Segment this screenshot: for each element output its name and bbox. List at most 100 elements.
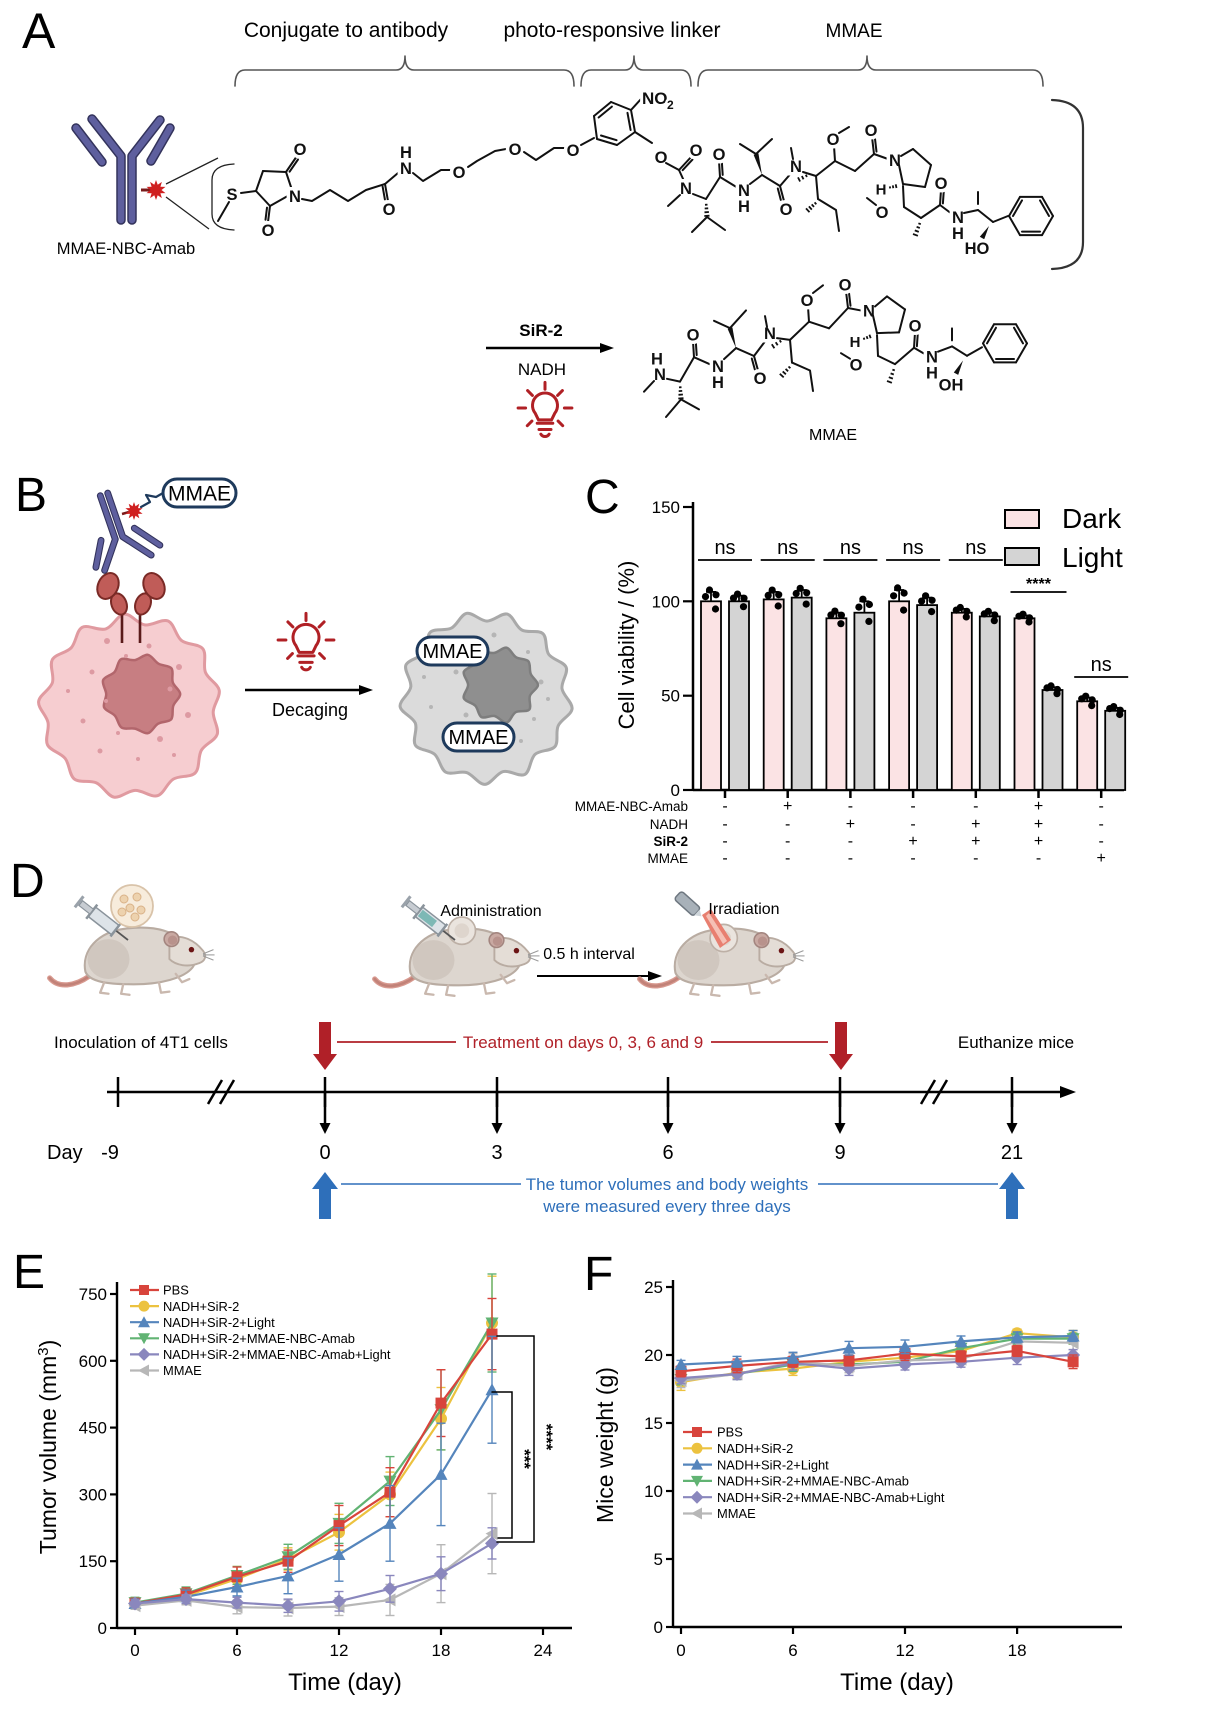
svg-text:+: + — [1034, 798, 1043, 815]
svg-text:-: - — [1099, 816, 1104, 833]
svg-text:+: + — [1097, 850, 1106, 867]
svg-text:2: 2 — [667, 98, 674, 112]
svg-text:OH: OH — [939, 377, 964, 395]
svg-text:21: 21 — [1001, 1142, 1023, 1164]
svg-text:NADH+SiR-2+Light: NADH+SiR-2+Light — [163, 1315, 275, 1330]
svg-text:600: 600 — [79, 1352, 107, 1371]
svg-text:ns: ns — [777, 537, 798, 559]
svg-text:Irradiation: Irradiation — [708, 901, 779, 918]
svg-text:ns: ns — [903, 537, 924, 559]
svg-text:O: O — [839, 277, 852, 295]
svg-text:O: O — [294, 141, 307, 159]
svg-text:***: *** — [515, 1449, 534, 1469]
svg-text:F: F — [584, 1248, 613, 1301]
svg-text:H: H — [738, 198, 750, 216]
svg-text:NADH+SiR-2+MMAE-NBC-Amab: NADH+SiR-2+MMAE-NBC-Amab — [717, 1474, 909, 1489]
svg-text:-: - — [1099, 798, 1104, 815]
svg-text:-: - — [1099, 833, 1104, 850]
svg-text:NADH+SiR-2+MMAE-NBC-Amab+Light: NADH+SiR-2+MMAE-NBC-Amab+Light — [163, 1347, 391, 1362]
svg-text:6: 6 — [788, 1641, 797, 1660]
svg-text:O: O — [262, 222, 275, 240]
svg-text:ns: ns — [714, 537, 735, 559]
svg-text:H: H — [952, 225, 964, 243]
svg-text:A: A — [22, 3, 56, 59]
svg-text:were measured every three days: were measured every three days — [542, 1197, 791, 1216]
svg-text:NADH+SiR-2+Light: NADH+SiR-2+Light — [717, 1457, 829, 1472]
svg-text:-: - — [722, 798, 727, 815]
svg-text:-: - — [785, 833, 790, 850]
svg-text:O: O — [567, 142, 580, 160]
svg-text:-: - — [910, 816, 915, 833]
svg-text:H: H — [926, 365, 938, 383]
svg-text:H: H — [651, 350, 663, 368]
svg-text:-: - — [1036, 850, 1041, 867]
svg-text:N: N — [289, 188, 301, 206]
svg-text:O: O — [690, 142, 703, 160]
svg-text:18: 18 — [432, 1641, 451, 1660]
svg-text:ns: ns — [840, 537, 861, 559]
svg-text:E: E — [13, 1246, 45, 1299]
svg-text:+: + — [908, 833, 917, 850]
svg-text:O: O — [780, 201, 793, 219]
svg-text:O: O — [827, 131, 840, 149]
svg-text:50: 50 — [661, 687, 680, 706]
svg-text:MMAE: MMAE — [423, 641, 483, 663]
svg-text:-: - — [973, 850, 978, 867]
svg-text:25: 25 — [644, 1278, 663, 1297]
svg-text:24: 24 — [534, 1641, 553, 1660]
svg-text:****: **** — [537, 1424, 556, 1451]
svg-text:+: + — [971, 816, 980, 833]
svg-text:O: O — [453, 164, 466, 182]
svg-text:MMAE: MMAE — [809, 427, 857, 444]
svg-text:NADH: NADH — [518, 360, 566, 379]
svg-text:Euthanize mice: Euthanize mice — [958, 1033, 1074, 1052]
svg-text:15: 15 — [644, 1414, 663, 1433]
svg-text:+: + — [783, 798, 792, 815]
svg-text:Treatment on days 0, 3, 6 and: Treatment on days 0, 3, 6 and 9 — [463, 1033, 703, 1052]
svg-text:100: 100 — [652, 592, 680, 611]
svg-text:Day: Day — [47, 1142, 83, 1164]
svg-text:18: 18 — [1008, 1641, 1027, 1660]
svg-text:H: H — [400, 144, 412, 162]
svg-text:+: + — [1034, 833, 1043, 850]
svg-text:0: 0 — [671, 781, 680, 800]
svg-text:-: - — [722, 833, 727, 850]
svg-text:10: 10 — [644, 1482, 663, 1501]
svg-text:-: - — [848, 850, 853, 867]
svg-text:PBS: PBS — [717, 1425, 743, 1440]
svg-text:0: 0 — [98, 1619, 107, 1638]
svg-text:Conjugate to antibody: Conjugate to antibody — [244, 19, 449, 42]
svg-text:Mice weight (g): Mice weight (g) — [592, 1367, 618, 1523]
svg-text:Dark: Dark — [1062, 503, 1122, 534]
svg-text:S: S — [226, 186, 237, 204]
svg-text:MMAE: MMAE — [449, 727, 509, 749]
svg-text:N: N — [400, 160, 412, 178]
svg-text:-: - — [785, 850, 790, 867]
svg-text:NADH+SiR-2: NADH+SiR-2 — [717, 1441, 793, 1456]
svg-text:-: - — [973, 798, 978, 815]
svg-text:150: 150 — [79, 1552, 107, 1571]
svg-text:O: O — [713, 146, 726, 164]
svg-text:300: 300 — [79, 1485, 107, 1504]
svg-text:H: H — [876, 181, 887, 198]
svg-text:O: O — [801, 292, 814, 310]
svg-text:Time (day): Time (day) — [288, 1669, 402, 1696]
svg-text:O: O — [876, 204, 889, 222]
svg-text:+: + — [971, 833, 980, 850]
svg-text:ns: ns — [965, 537, 986, 559]
svg-text:450: 450 — [79, 1419, 107, 1438]
svg-text:ns: ns — [1091, 654, 1112, 676]
svg-text:Inoculation of 4T1 cells: Inoculation of 4T1 cells — [54, 1033, 228, 1052]
svg-text:0: 0 — [654, 1618, 663, 1637]
svg-text:NO: NO — [642, 89, 668, 108]
svg-text:O: O — [865, 122, 878, 140]
svg-text:Tumor volume (mm3): Tumor volume (mm3) — [35, 1340, 61, 1555]
svg-text:-: - — [722, 850, 727, 867]
svg-text:MMAE-NBC-Amab: MMAE-NBC-Amab — [57, 240, 195, 258]
svg-text:12: 12 — [330, 1641, 349, 1660]
svg-text:3: 3 — [491, 1142, 502, 1164]
svg-text:N: N — [654, 366, 666, 384]
svg-text:NADH: NADH — [650, 817, 688, 832]
svg-text:D: D — [10, 855, 45, 908]
svg-text:O: O — [754, 370, 767, 388]
